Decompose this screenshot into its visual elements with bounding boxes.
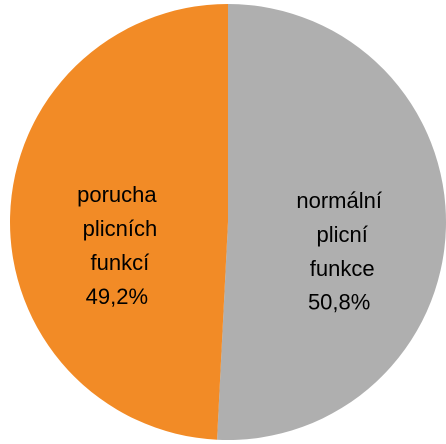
- pie-slice: [217, 4, 446, 440]
- category-label: porucha plicních funkcí: [76, 182, 157, 275]
- slice-label: normální plicní funkce 50,8%: [296, 188, 382, 315]
- value-label: 50,8%: [308, 290, 370, 315]
- category-label-line: normální: [296, 188, 382, 213]
- category-label-line: porucha: [77, 182, 157, 207]
- category-label-line: funkce: [304, 256, 375, 281]
- value-label: 49,2%: [86, 284, 148, 309]
- category-label: normální plicní funkce: [296, 188, 382, 281]
- category-label-line: plicní: [310, 222, 367, 247]
- category-label-line: plicních: [76, 216, 157, 241]
- slice-label: porucha plicních funkcí 49,2%: [76, 182, 157, 309]
- category-label-line: funkcí: [84, 250, 149, 275]
- pie-slice: [10, 4, 228, 440]
